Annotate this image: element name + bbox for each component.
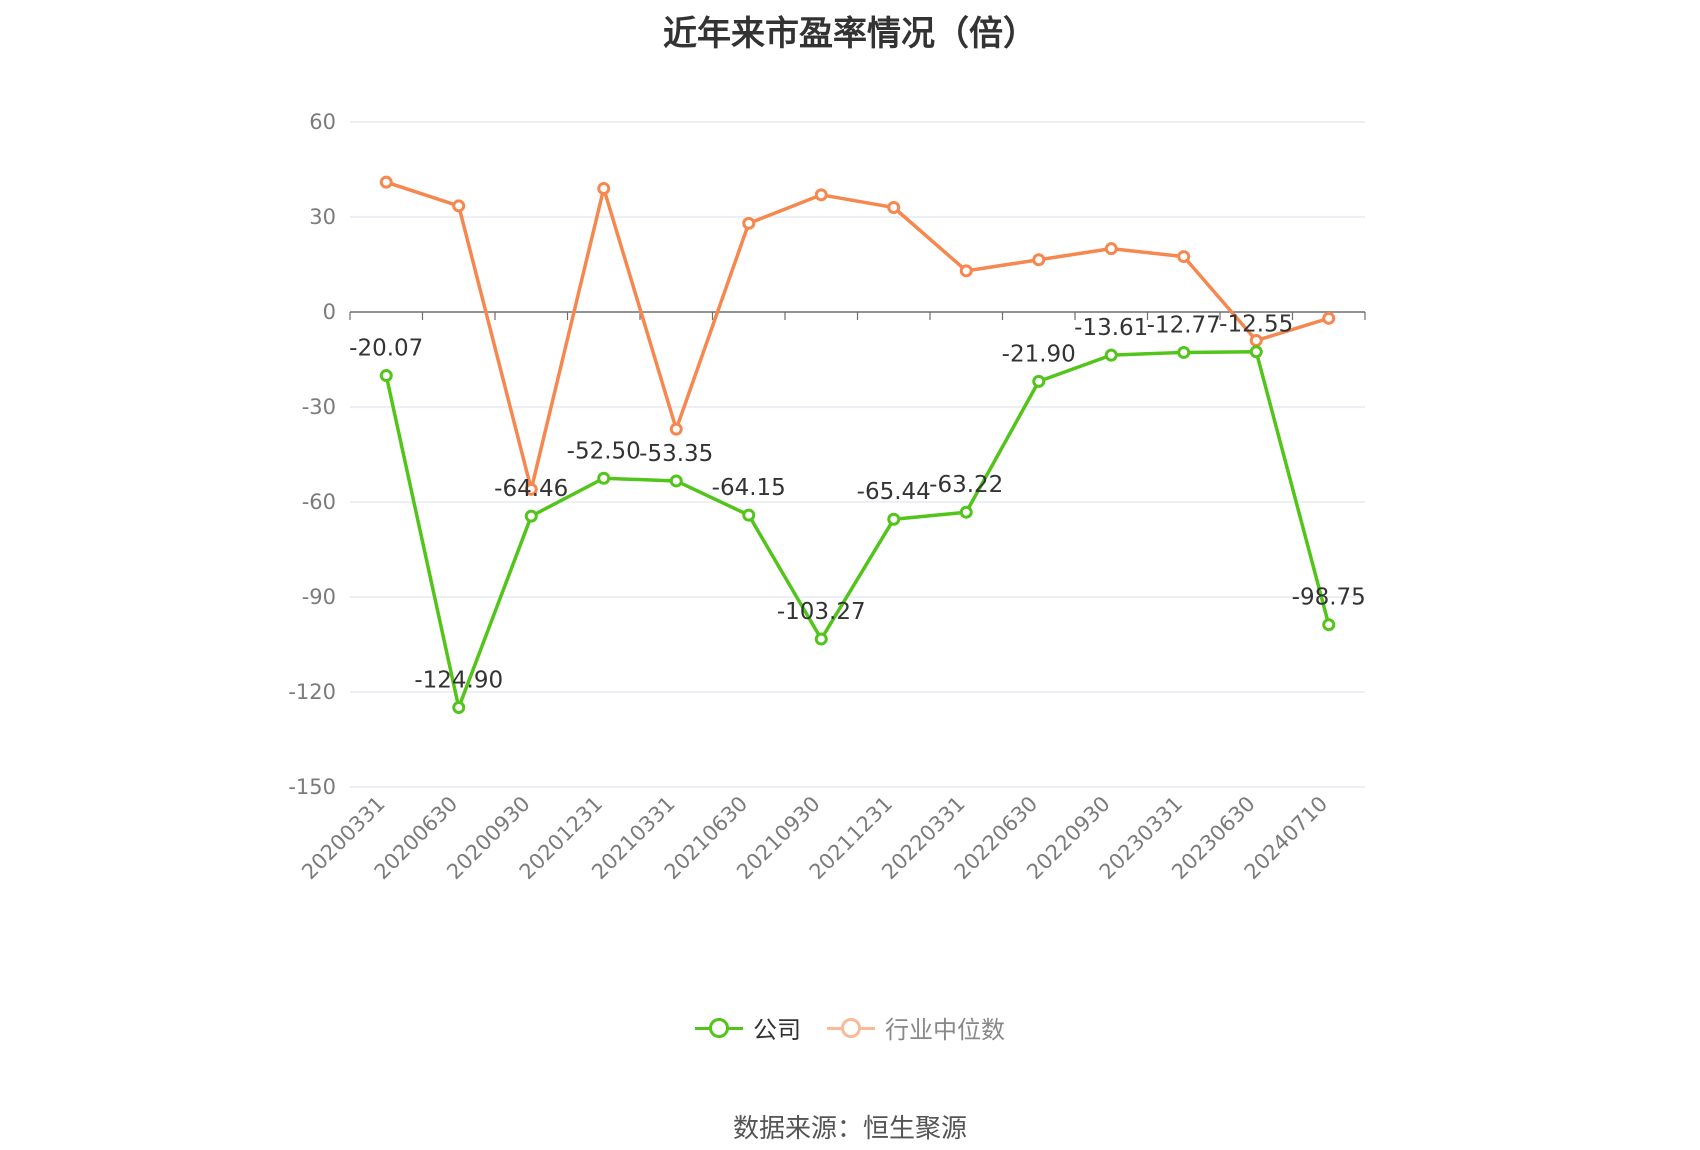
company-data-label: -98.75 (1292, 585, 1366, 611)
legend-swatch-industry-icon (827, 1017, 875, 1039)
industry-point (1177, 250, 1191, 264)
series-industry (379, 175, 1336, 496)
company-point (597, 471, 611, 485)
company-point (1104, 348, 1118, 362)
data-labels: -20.07 -124.90 -64.46 -52.50-53.35 -64.15 -10… (349, 312, 1366, 694)
legend-label-company: 公司 (753, 1016, 801, 1044)
industry-point (379, 175, 393, 189)
y-tick-label: 30 (309, 205, 336, 229)
industry-point (1104, 242, 1118, 256)
company-data-label: -65.44 (857, 479, 931, 505)
company-point (524, 509, 538, 523)
company-data-label: -13.61 (1074, 315, 1148, 341)
industry-point (959, 264, 973, 278)
industry-point (597, 182, 611, 195)
company-point (742, 508, 756, 522)
legend-item-company[interactable]: 公司 (695, 1010, 801, 1045)
industry-point (742, 216, 756, 230)
company-point (452, 701, 466, 715)
legend-item-industry[interactable]: 行业中位数 (827, 1010, 1005, 1045)
industry-line (385, 180, 1330, 492)
company-data-label: -12.77 (1147, 312, 1221, 338)
company-point (1032, 374, 1046, 388)
company-point (669, 474, 683, 488)
company-data-label: -63.22 (929, 472, 1003, 498)
y-tick-label: 60 (309, 110, 336, 134)
industry-point (452, 199, 466, 213)
company-point (959, 505, 973, 519)
company-data-label: -20.07 (349, 336, 423, 362)
company-data-label: -64.15 (712, 475, 786, 501)
legend-swatch-company-icon (695, 1017, 743, 1039)
company-point (1177, 345, 1191, 359)
legend: 公司 行业中位数 (0, 1010, 1700, 1045)
y-tick-label: -90 (302, 585, 336, 609)
industry-point (669, 422, 683, 436)
source-note: 数据来源：恒生聚源 (732, 1114, 967, 1144)
y-tick-label: 0 (323, 300, 336, 324)
industry-point (814, 188, 828, 202)
company-point (379, 369, 393, 383)
company-data-label: -21.90 (1002, 341, 1076, 367)
company-point (1322, 618, 1336, 632)
company-data-label: -103.27 (777, 599, 866, 625)
chart-title: 近年来市盈率情况（倍） (663, 14, 1037, 54)
company-point (887, 512, 901, 526)
industry-point (887, 201, 901, 214)
company-point (814, 632, 828, 646)
y-tick-label: -30 (302, 395, 336, 419)
company-data-label: -53.35 (639, 441, 713, 467)
company-data-label: -124.90 (414, 668, 503, 694)
y-tick-label: -120 (288, 680, 336, 704)
company-line (384, 349, 1331, 710)
legend-label-industry: 行业中位数 (885, 1016, 1005, 1044)
company-point (1249, 345, 1263, 359)
y-tick-label: -150 (288, 775, 336, 799)
y-tick-label: -60 (302, 490, 336, 514)
company-data-label: -52.50 (567, 438, 641, 464)
industry-point (1032, 253, 1046, 267)
industry-point (1322, 311, 1336, 325)
company-data-label: -12.55 (1219, 312, 1293, 338)
y-axis: 60 30 0 -30 -60 -90 -120 -150 (288, 110, 336, 799)
series-company (379, 345, 1336, 715)
company-data-label: -64.46 (494, 476, 568, 502)
industry-point (524, 482, 538, 496)
